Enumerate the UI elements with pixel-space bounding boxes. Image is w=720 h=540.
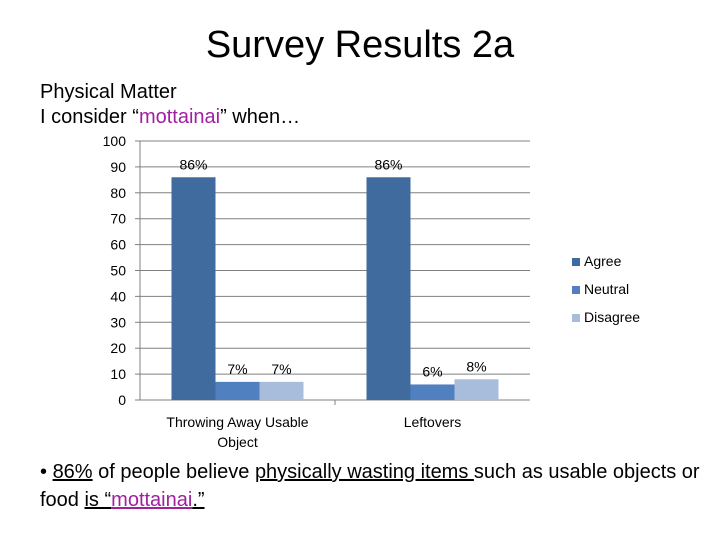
bar-agree bbox=[366, 177, 411, 400]
subtitle-line-1: Physical Matter bbox=[40, 81, 177, 103]
data-label: 86% bbox=[179, 156, 207, 172]
bar-disagree bbox=[259, 381, 304, 400]
data-label: 7% bbox=[271, 361, 291, 377]
bar-neutral bbox=[215, 381, 260, 400]
bar-agree bbox=[171, 177, 216, 400]
subtitle-suffix: ” when… bbox=[220, 106, 301, 128]
legend-swatch-neutral bbox=[572, 286, 580, 294]
y-tick-label: 60 bbox=[110, 237, 126, 253]
legend-label-agree: Agree bbox=[584, 253, 622, 269]
data-label: 86% bbox=[374, 156, 402, 172]
chart-subtitle: Physical Matter I consider “mottainai” w… bbox=[40, 80, 300, 130]
data-label: 8% bbox=[466, 358, 486, 374]
bullet-percent: 86% bbox=[52, 461, 93, 483]
bullet-marker: • bbox=[40, 461, 53, 483]
data-label: 7% bbox=[227, 361, 247, 377]
y-tick-label: 80 bbox=[110, 185, 126, 201]
bullet-accent-word: mottainai bbox=[111, 489, 193, 511]
summary-bullet: • 86% of people believe physically wasti… bbox=[40, 458, 700, 514]
subtitle-accent-word: mottainai bbox=[138, 106, 221, 128]
subtitle-line-2: I consider “mottainai” when… bbox=[40, 105, 300, 130]
data-label: 6% bbox=[422, 363, 442, 379]
legend-swatch-agree bbox=[572, 258, 580, 266]
y-tick-label: 10 bbox=[110, 366, 126, 382]
legend-label-neutral: Neutral bbox=[584, 281, 629, 297]
bullet-underlined-1: physically wasting items bbox=[254, 461, 474, 483]
bullet-text-1: of people believe bbox=[92, 461, 255, 483]
y-tick-label: 50 bbox=[110, 263, 126, 279]
y-tick-label: 40 bbox=[110, 288, 126, 304]
subtitle-prefix: I consider “ bbox=[40, 106, 139, 128]
y-tick-label: 90 bbox=[110, 159, 126, 175]
bar-disagree bbox=[454, 379, 499, 400]
y-tick-label: 30 bbox=[110, 314, 126, 330]
legend-swatch-disagree bbox=[572, 314, 580, 322]
bullet-underlined-2b: .” bbox=[192, 489, 205, 511]
bullet-text-2: such as usable objects or food bbox=[40, 461, 700, 511]
y-tick-label: 100 bbox=[103, 133, 127, 149]
category-label: Throwing Away Usable bbox=[166, 414, 308, 430]
category-label: Object bbox=[217, 434, 258, 450]
bullet-underlined-2a: is “ bbox=[84, 489, 112, 511]
legend-label-disagree: Disagree bbox=[584, 309, 640, 325]
y-tick-label: 0 bbox=[118, 392, 126, 408]
bar-neutral bbox=[410, 384, 455, 400]
y-tick-label: 70 bbox=[110, 211, 126, 227]
slide-title: Survey Results 2a bbox=[205, 24, 515, 66]
category-label: Leftovers bbox=[404, 414, 462, 430]
y-tick-label: 20 bbox=[110, 340, 126, 356]
